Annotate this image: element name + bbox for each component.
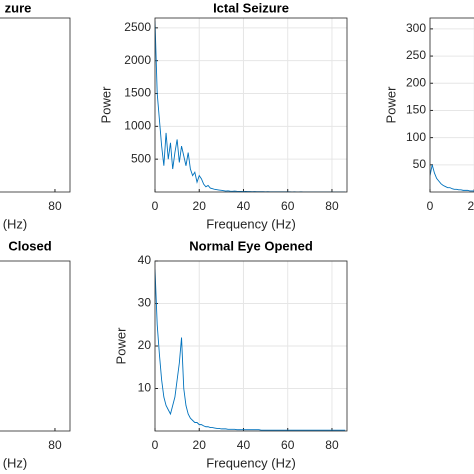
x-axis-label: Frequency (Hz)	[206, 216, 296, 231]
x-tick-label: 0	[152, 438, 159, 452]
x-axis-label: Frequency (Hz)	[206, 455, 296, 470]
panel: 80 Closed (Hz)	[0, 238, 71, 470]
y-tick-label: 1000	[124, 119, 151, 133]
panel: 10 20 30 40 0 20 40 60 80 Normal Eye Opened Freque…	[113, 238, 348, 470]
y-tick-label: 20	[138, 338, 152, 352]
y-tick-label: 100	[406, 130, 426, 144]
y-axis-label: Power	[113, 327, 128, 365]
x-tick-label: 40	[237, 438, 251, 452]
x-tick-label: 0	[152, 199, 159, 213]
y-tick-label: 300	[406, 21, 426, 35]
axes-box	[429, 17, 474, 193]
axes-box	[154, 260, 348, 432]
x-tick-label: 80	[325, 438, 339, 452]
panel: 80 zure (Hz)	[0, 0, 71, 231]
plot-area	[430, 18, 474, 192]
x-tick-label: 80	[48, 199, 62, 213]
y-tick-label: 10	[138, 381, 152, 395]
y-tick-label: 500	[131, 151, 151, 165]
y-tick-label: 40	[138, 253, 152, 267]
x-tick-label: 80	[325, 199, 339, 213]
y-tick-label: 250	[406, 48, 426, 62]
panel-title: Ictal Seizure	[213, 0, 289, 15]
x-axis-label: (Hz)	[3, 216, 28, 231]
panel-title: Normal Eye Opened	[189, 238, 313, 253]
x-tick-label: 60	[281, 199, 295, 213]
x-tick-label: 20	[193, 199, 207, 213]
panel-title: Closed	[8, 238, 51, 253]
y-tick-label: 30	[138, 296, 152, 310]
y-tick-label: 50	[413, 157, 427, 171]
plot-area	[155, 18, 347, 192]
spectrum-line	[155, 269, 346, 431]
plot-area	[0, 261, 70, 431]
x-tick-label: 80	[48, 438, 62, 452]
y-axis-label: Power	[98, 86, 113, 124]
y-tick-label: 2500	[124, 20, 151, 34]
axes-box	[0, 260, 71, 432]
plot-area	[0, 18, 70, 192]
panel: 50 100 150 200 250 300 0 20 Power	[383, 17, 474, 213]
x-tick-label: 20	[468, 199, 474, 213]
y-tick-label: 150	[406, 103, 426, 117]
x-tick-label: 40	[237, 199, 251, 213]
x-tick-label: 0	[427, 199, 434, 213]
y-tick-label: 1500	[124, 86, 151, 100]
axes-box	[154, 17, 348, 193]
y-tick-label: 2000	[124, 53, 151, 67]
spectrum-line	[430, 164, 474, 192]
y-axis-label: Power	[383, 86, 398, 124]
axes-box	[0, 17, 71, 193]
panel: 500 1000 1500 2000 2500 0 20 40 60 80 Ictal Seizur…	[98, 0, 348, 231]
x-axis-label: (Hz)	[3, 455, 28, 470]
x-tick-label: 20	[193, 438, 207, 452]
x-tick-label: 60	[281, 438, 295, 452]
y-tick-label: 200	[406, 75, 426, 89]
panel-title: zure	[5, 0, 32, 15]
